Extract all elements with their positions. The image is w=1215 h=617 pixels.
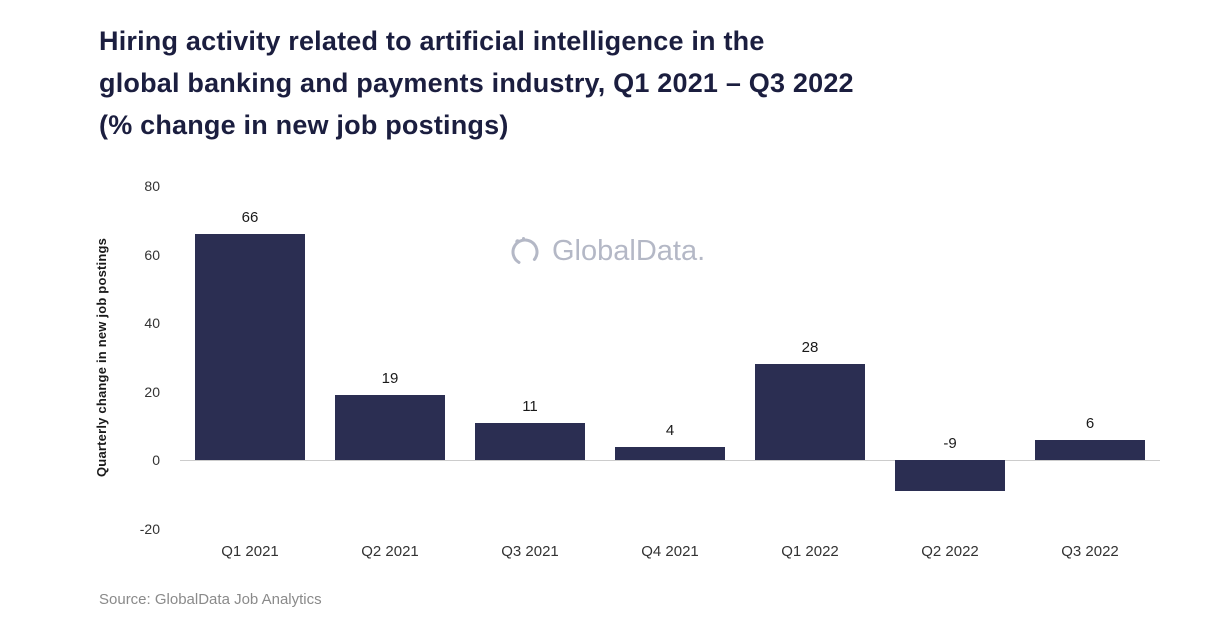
- source-note: Source: GlobalData Job Analytics: [99, 591, 322, 608]
- bar-chart: Quarterly change in new job postings 80 6…: [0, 178, 1215, 576]
- chart-title-line-2: global banking and payments industry, Q1…: [99, 68, 854, 98]
- chart-title-line-1: Hiring activity related to artificial in…: [99, 26, 765, 56]
- x-tick-label: Q4 2021: [641, 543, 699, 560]
- chart-title: Hiring activity related to artificial in…: [99, 20, 854, 146]
- x-tick-label: Q3 2021: [501, 543, 559, 560]
- x-tick-label: Q2 2021: [361, 543, 419, 560]
- zero-baseline: [180, 460, 1160, 462]
- x-tick-label: Q1 2021: [221, 543, 279, 560]
- x-tick-label: Q3 2022: [1061, 543, 1119, 560]
- x-tick-label: Q2 2022: [921, 543, 979, 560]
- y-tick-label: 20: [144, 383, 160, 400]
- bar-q1-2022: [755, 364, 865, 461]
- bar-q3-2022: [1035, 439, 1145, 461]
- bar-value-label: 4: [665, 421, 675, 439]
- bar-q1-2021: [195, 234, 305, 461]
- y-tick-label: 40: [144, 315, 160, 332]
- bar-value-label: 28: [801, 339, 819, 357]
- bar-q3-2021: [475, 422, 585, 461]
- bar-q4-2021: [615, 446, 725, 461]
- bar-value-label: 19: [381, 370, 399, 388]
- bar-value-label: 66: [241, 209, 259, 227]
- y-tick-label: 0: [152, 452, 160, 469]
- bar-q2-2022: [895, 460, 1005, 492]
- y-axis-tick-labels: 80 60 40 20 0 -20: [112, 178, 160, 537]
- globaldata-watermark-text: GlobalData.: [552, 234, 706, 267]
- bar-value-label: -9: [943, 435, 957, 453]
- globaldata-logo-icon: [508, 234, 542, 268]
- y-tick-label: 60: [144, 246, 160, 263]
- bar-value-label: 6: [1085, 414, 1095, 432]
- bar-q2-2021: [335, 395, 445, 461]
- plot-area: 66 Q1 2021 19 Q2 2021 11 Q3 2021 4 Q4 2021 28 Q1 …: [180, 186, 1160, 560]
- y-tick-label: -20: [139, 521, 160, 537]
- x-tick-label: Q1 2022: [781, 543, 839, 560]
- globaldata-watermark: GlobalData.: [508, 234, 705, 268]
- y-axis-title: Quarterly change in new job postings: [94, 237, 109, 478]
- bar-value-label: 11: [522, 397, 538, 415]
- y-tick-label: 80: [144, 178, 160, 194]
- chart-title-line-3: (% change in new job postings): [99, 110, 509, 140]
